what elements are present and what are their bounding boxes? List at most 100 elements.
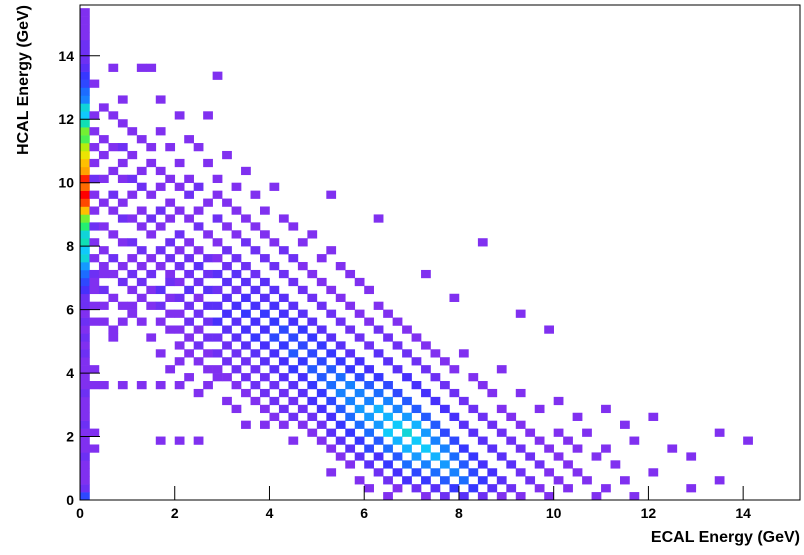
bin [250, 285, 261, 295]
bin [345, 349, 356, 358]
bin [184, 317, 194, 326]
bin [392, 484, 403, 493]
bin [440, 357, 450, 366]
bin [307, 269, 318, 279]
bin [288, 365, 299, 374]
bin [440, 460, 450, 469]
bin [345, 444, 356, 453]
bin [117, 143, 128, 152]
bin [591, 452, 602, 461]
bin [402, 349, 412, 358]
bin [383, 381, 393, 390]
bin [316, 254, 327, 263]
bin [108, 190, 119, 199]
bin [553, 396, 564, 406]
bin [373, 349, 384, 358]
bin [212, 190, 223, 199]
bin [373, 468, 384, 477]
bin [392, 341, 403, 350]
bin [184, 174, 194, 183]
bin [165, 238, 176, 247]
bin [260, 341, 270, 350]
bin [269, 333, 280, 342]
bin [421, 460, 431, 469]
bin [544, 325, 554, 334]
bin [203, 381, 213, 390]
bin [269, 301, 280, 310]
bin [193, 277, 204, 287]
bin [506, 436, 517, 445]
bin [260, 206, 270, 215]
bin [506, 460, 517, 469]
bin [250, 349, 261, 358]
bin [80, 436, 90, 445]
bin [155, 206, 166, 215]
bin [80, 492, 90, 501]
bin [174, 357, 185, 366]
bin [203, 301, 213, 310]
bin [326, 396, 337, 406]
bin [487, 484, 498, 493]
x-tick-label: 14 [735, 505, 751, 521]
bin [468, 428, 479, 437]
bin [326, 468, 337, 477]
bin [534, 460, 545, 469]
bin [714, 476, 725, 485]
bin [127, 190, 138, 199]
bin [269, 285, 280, 295]
bin [421, 341, 431, 350]
bin [326, 365, 337, 374]
bin [402, 325, 412, 334]
bin [278, 309, 289, 318]
bin [411, 404, 422, 414]
bin [496, 428, 507, 437]
bin [193, 206, 204, 215]
bin [80, 143, 90, 152]
bin [80, 452, 90, 461]
bin [411, 357, 422, 366]
bin [402, 396, 412, 406]
bin [563, 436, 573, 445]
bin [80, 206, 90, 215]
bin [212, 317, 223, 326]
bin [354, 452, 365, 461]
bin [80, 277, 90, 287]
bin [278, 357, 289, 366]
bin [591, 492, 602, 501]
bin [80, 111, 90, 120]
bin [392, 420, 403, 429]
bin [89, 206, 100, 215]
y-tick-label: 14 [58, 48, 74, 64]
bin [477, 476, 488, 485]
bin [80, 174, 90, 183]
bin [307, 349, 318, 358]
bin [269, 396, 280, 406]
bin [212, 269, 223, 279]
bin [155, 317, 166, 326]
bin [193, 246, 204, 255]
bin [620, 420, 630, 429]
bin [136, 381, 147, 390]
bin [620, 476, 630, 485]
bin [231, 269, 242, 279]
bin [345, 269, 356, 279]
bin [392, 404, 403, 414]
bin [127, 285, 138, 295]
bin [80, 150, 90, 160]
bin [203, 269, 213, 279]
bin [80, 47, 90, 57]
bin [421, 476, 431, 485]
bin [392, 452, 403, 461]
bin [260, 404, 270, 414]
bin [146, 254, 157, 263]
bin [241, 341, 251, 350]
bin [335, 293, 346, 302]
bin [468, 373, 479, 382]
bin [278, 373, 289, 382]
bin [335, 452, 346, 461]
bin [477, 412, 488, 421]
bin [421, 365, 431, 374]
bin [80, 293, 90, 302]
bin [326, 428, 337, 437]
bin [89, 381, 100, 390]
